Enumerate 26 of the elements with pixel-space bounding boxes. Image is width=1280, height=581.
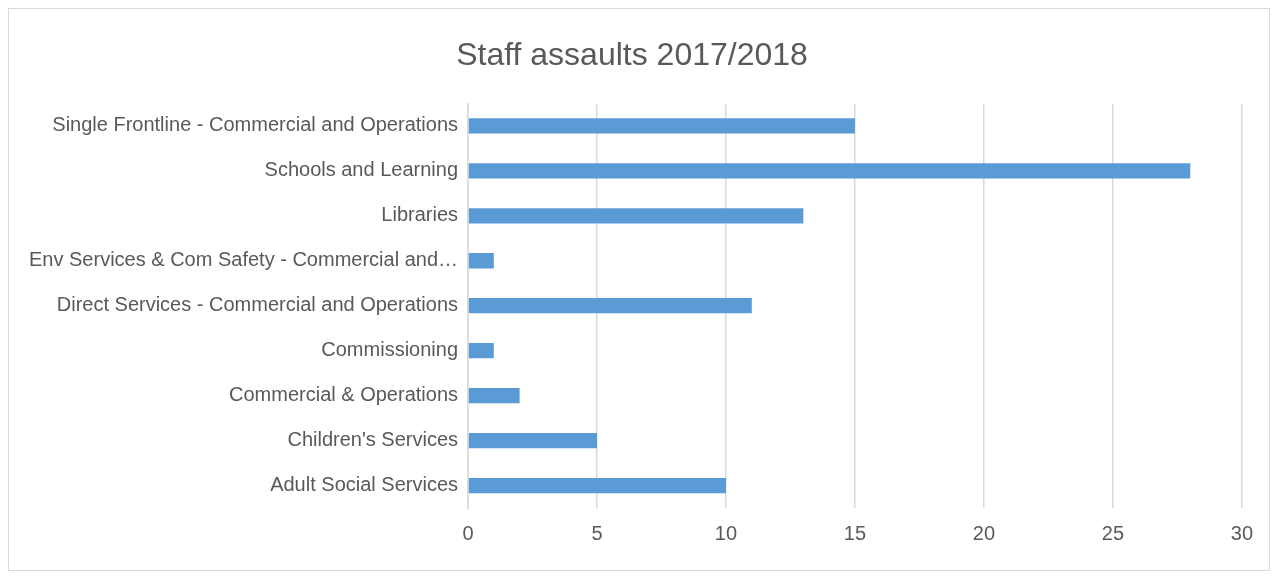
y-tick-label: Commissioning <box>321 338 459 361</box>
x-tick-label: 30 <box>1230 521 1253 544</box>
bar <box>468 343 494 359</box>
y-tick-label: Schools and Learning <box>264 158 459 181</box>
x-tick-label: 20 <box>972 521 996 544</box>
bar <box>468 163 1191 179</box>
x-tick-label: 5 <box>591 521 603 544</box>
bar <box>468 298 752 314</box>
y-tick-label: Commercial & Operations <box>229 383 459 406</box>
bar <box>468 253 494 269</box>
y-tick-label: Children's Services <box>287 428 459 451</box>
bar <box>468 432 597 449</box>
bar <box>468 387 520 404</box>
x-tick-label: 15 <box>843 521 867 544</box>
x-tick-label: 10 <box>714 521 738 544</box>
y-tick-label: Direct Services - Commercial and Operations <box>56 293 459 316</box>
chart-title: Staff assaults 2017/2018 <box>456 36 808 73</box>
x-tick-label: 0 <box>462 521 474 544</box>
y-tick-label: Env Services & Com Safety - Commercial and… <box>28 248 459 271</box>
x-tick-label: 25 <box>1101 521 1125 544</box>
bar <box>468 118 855 134</box>
y-tick-label: Single Frontline - Commercial and Operations <box>52 113 459 136</box>
bar <box>468 208 804 224</box>
bar <box>468 477 726 494</box>
y-tick-label: Libraries <box>381 203 459 226</box>
y-tick-label: Adult Social Services <box>270 473 459 496</box>
